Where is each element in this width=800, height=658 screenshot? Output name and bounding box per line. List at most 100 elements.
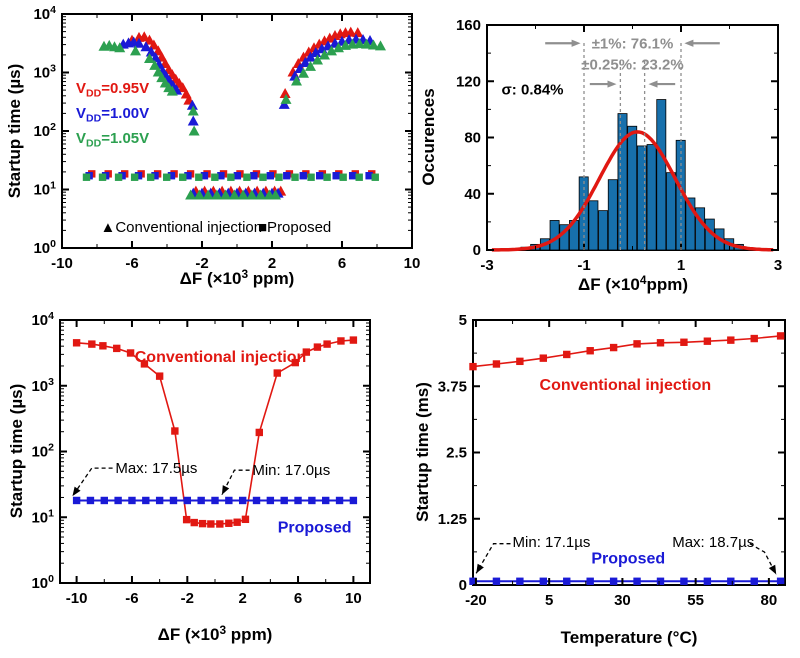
hist-bar <box>588 200 599 251</box>
chart-annotation: Max: 17.5µs <box>115 460 197 477</box>
chart-annotation: Conventional injection <box>135 349 307 366</box>
data-line <box>472 335 781 368</box>
tick-label: 100 <box>31 573 54 592</box>
tick-label: 101 <box>31 507 54 526</box>
x-axis-label: ΔF (×103 ppm) <box>158 623 273 644</box>
tick-label: 101 <box>33 180 56 199</box>
tick-label: 1.25 <box>438 511 467 528</box>
tick-label: 102 <box>33 121 56 140</box>
tick-label: -10 <box>51 255 73 272</box>
tick-label: 1 <box>677 257 685 274</box>
tick-label: 30 <box>614 592 631 609</box>
annotations-layer: Conventional injection Proposed Max: 17.5µ… <box>71 349 352 536</box>
chart-annotation: VDD=1.00V <box>76 105 149 125</box>
tick-label: 6 <box>294 590 302 607</box>
tick-label: 100 <box>33 238 56 257</box>
tick-label: -2 <box>181 590 194 607</box>
tick-label: 80 <box>761 592 778 609</box>
tick-label: 103 <box>31 376 54 395</box>
callout-connector <box>475 543 511 574</box>
tick-label: -6 <box>125 255 138 272</box>
hist-bar <box>627 125 638 251</box>
hist-bar <box>695 207 706 251</box>
chart-annotation: Min: 17.0µs <box>252 462 330 479</box>
tick-label: 80 <box>464 130 481 147</box>
callout-connector <box>221 469 250 495</box>
hist-bar <box>636 145 647 251</box>
data-line <box>76 339 354 525</box>
tick-label: 160 <box>456 17 481 34</box>
chart-annotation: σ: 0.84% <box>502 82 564 99</box>
chart-annotation: Proposed <box>278 519 352 536</box>
chart-annotation: Max: 18.7µs <box>672 534 754 551</box>
annotations-layer: VDD=0.95V VDD=1.00V VDD=1.05V ▲Conventional… <box>76 80 331 236</box>
axis-minor-ticks <box>60 320 370 583</box>
y-axis-label: Startup time (µs) <box>7 384 26 518</box>
tick-label: 3 <box>774 257 782 274</box>
hist-bar <box>617 113 628 251</box>
tick-label: 5 <box>459 312 467 329</box>
tick-label: -20 <box>465 592 487 609</box>
y-axis-label: Startup time (ms) <box>413 382 432 522</box>
montecarlo-histogram-chart: -3 -1 1 3 0 40 80 120 160 ΔF (×104ppm) Occurences ±… <box>419 17 782 294</box>
hist-bar <box>685 197 696 251</box>
series-layer <box>469 332 785 585</box>
chart-annotation: VDD=1.05V <box>76 130 149 150</box>
tick-label: 2 <box>239 590 247 607</box>
chart-annotation: Proposed <box>591 551 665 568</box>
chart-annotation: ▲Conventional injection <box>101 219 263 236</box>
annotations-layer: ±1%: 76.1% ±0.25%: 23.2% σ: 0.84% <box>502 35 720 250</box>
tick-label: 120 <box>456 73 481 90</box>
chart-annotation: ■Proposed <box>258 219 331 236</box>
y-axis-label: Startup time (µs) <box>5 64 24 198</box>
series-layer <box>72 336 358 528</box>
tick-label: 3.75 <box>438 378 467 395</box>
axis-minor-ticks <box>473 320 785 585</box>
tick-label: 102 <box>31 442 54 461</box>
series-layer <box>82 26 386 200</box>
tick-label: 6 <box>338 255 346 272</box>
tick-label: 55 <box>687 592 704 609</box>
hist-bar <box>598 210 609 251</box>
series-layer <box>491 99 774 252</box>
tick-label: -1 <box>577 257 590 274</box>
chart-annotation: ±0.25%: 23.2% <box>581 56 683 73</box>
tick-label: 40 <box>464 186 481 203</box>
tick-label: 10 <box>345 590 362 607</box>
x-axis-label: ΔF (×103 ppm) <box>180 267 295 288</box>
chart-annotation: ±1%: 76.1% <box>592 35 674 52</box>
axis-ticks <box>486 24 779 251</box>
hist-bar <box>656 99 667 251</box>
y-axis-label: Occurences <box>419 88 438 185</box>
callout-connector <box>71 467 113 497</box>
tick-label: 104 <box>33 4 56 23</box>
tick-label: -3 <box>480 257 493 274</box>
axis-ticks <box>60 319 370 584</box>
tick-label: 103 <box>33 63 56 82</box>
axis-ticks <box>473 319 785 586</box>
tick-label: 5 <box>545 592 553 609</box>
gaussian-fit-curve <box>491 130 774 252</box>
axis-ticks <box>61 13 413 249</box>
tick-label: 0 <box>473 242 481 259</box>
axis-minor-ticks <box>487 25 778 250</box>
x-axis-label: ΔF (×104ppm) <box>578 273 688 294</box>
hist-bar <box>666 172 676 251</box>
tick-label: -2 <box>195 255 208 272</box>
x-axis-label: Temperature (°C) <box>561 628 698 647</box>
temperature-line-chart: -20 5 30 55 80 0 1.25 2.5 3.75 5 Temperature (°C) S… <box>413 312 786 647</box>
axis-minor-ticks <box>62 14 412 248</box>
tick-label: -10 <box>66 590 88 607</box>
hist-bar <box>607 179 618 251</box>
hist-bar <box>646 144 657 251</box>
tick-label: 2.5 <box>446 445 467 462</box>
tick-label: 2 <box>268 255 276 272</box>
tick-label: -6 <box>125 590 138 607</box>
vdd-scatter-chart: -10 -6 -2 2 6 10 100 101 102 103 104 ΔF (×103 ppm) S… <box>5 4 420 288</box>
chart-annotation: Min: 17.1µs <box>513 534 591 551</box>
chart-annotation: Conventional injection <box>540 377 712 394</box>
tick-label: 10 <box>404 255 421 272</box>
df-sweep-line-chart: -10 -6 -2 2 6 10 100 101 102 103 104 ΔF (×103 ppm) S… <box>7 310 371 644</box>
